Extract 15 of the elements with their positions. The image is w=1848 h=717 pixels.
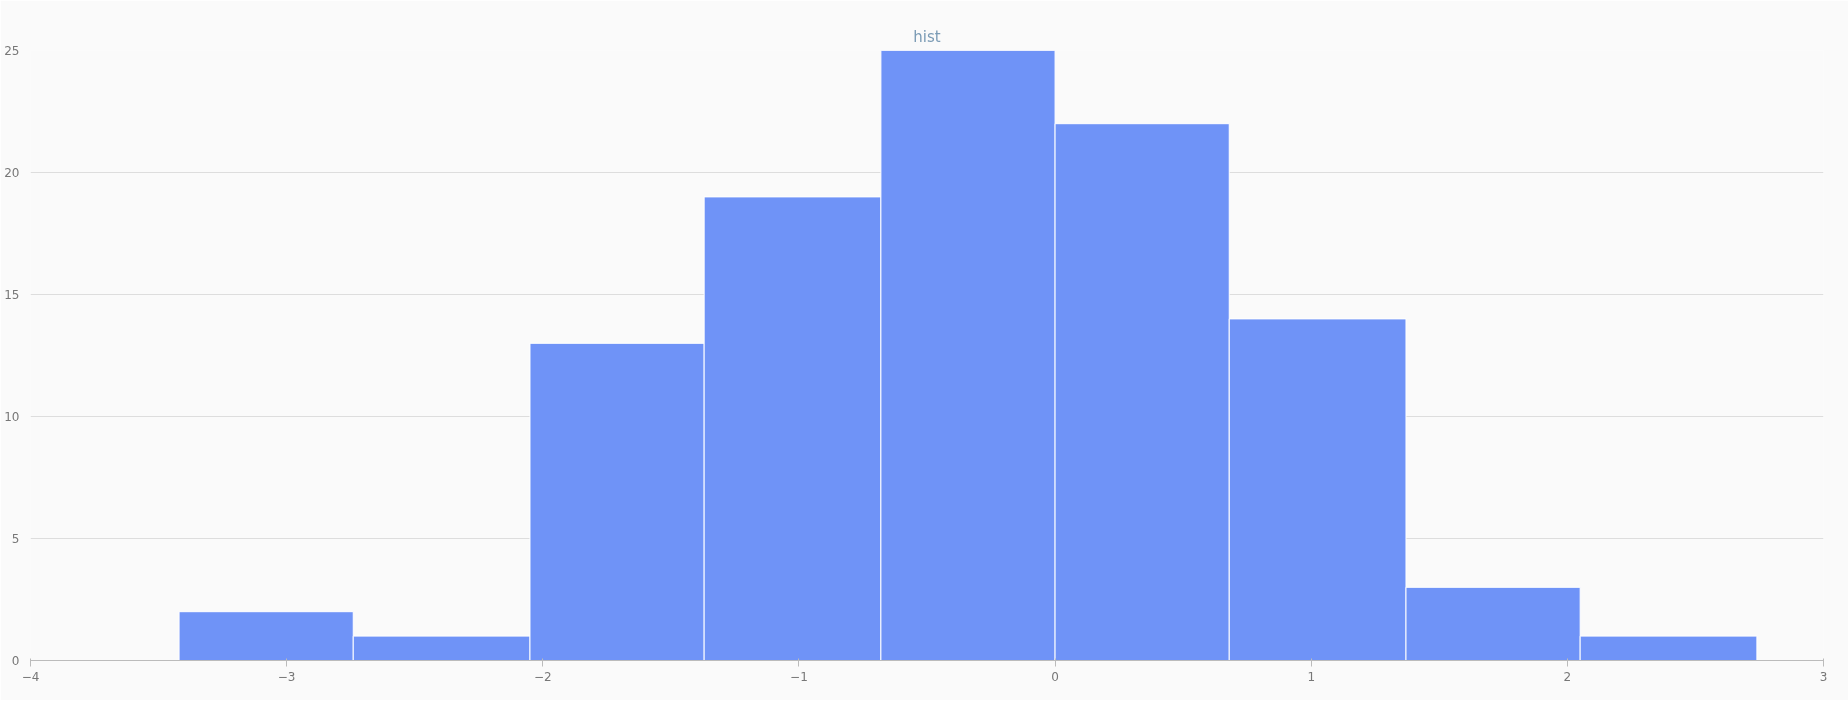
y-tick-label: 15: [4, 288, 20, 302]
y-tick-label: 25: [4, 44, 20, 58]
y-tick-label: 5: [11, 532, 20, 546]
y-tick-label: 20: [4, 166, 20, 180]
x-tick-label: −1: [790, 669, 808, 684]
y-tick-label: 10: [4, 410, 20, 424]
x-tick-label: −2: [533, 669, 552, 684]
x-tick-label: 1: [1307, 669, 1316, 684]
y-tick-label: 0: [11, 654, 20, 668]
x-tick-label: −3: [277, 669, 296, 684]
x-tick-label: 0: [1051, 669, 1059, 684]
x-tick-label: 3: [1819, 669, 1828, 684]
chart-title: hist: [913, 27, 941, 46]
x-tick-label: 2: [1563, 669, 1572, 684]
x-tick-label: −4: [21, 669, 40, 684]
